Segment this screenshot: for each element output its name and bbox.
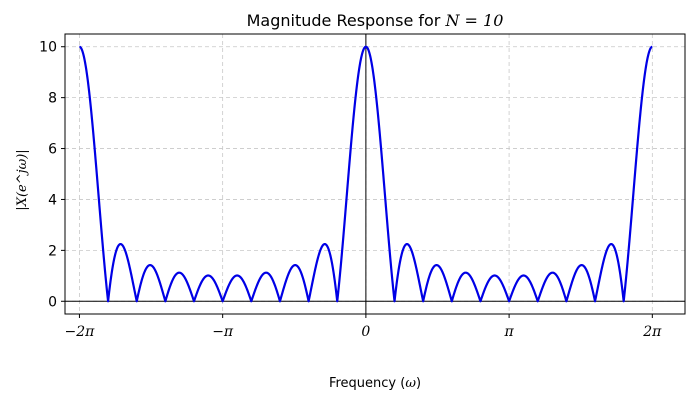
chart-title-text: Magnitude Response for <box>247 11 446 30</box>
chart-title: Magnitude Response for N = 10 <box>247 11 504 30</box>
plot-border <box>64 33 686 315</box>
series-magnitude-line <box>78 45 654 303</box>
plot-frame <box>65 34 685 314</box>
zero-axis-lines <box>65 34 685 314</box>
y-tick-label: 10 <box>39 40 57 56</box>
chart-title-math: N = 10 <box>444 11 503 30</box>
x-tick-label: 2π <box>642 324 662 340</box>
x-axis-label: Frequency (ω) <box>329 376 421 391</box>
y-axis-label: |X(e^jω)| <box>15 149 30 210</box>
x-axis-label-text: Frequency ( <box>329 376 405 391</box>
y-axis-ticks: 0 2 4 6 8 10 <box>39 40 65 310</box>
x-axis-label-math: ω <box>405 376 416 391</box>
x-tick-label: π <box>504 324 515 340</box>
plot-area <box>64 33 686 315</box>
y-tick-label: 2 <box>48 243 57 259</box>
x-tick-label: −π <box>212 324 234 340</box>
y-tick-label: 4 <box>48 192 57 208</box>
x-axis-ticks: −2π −π 0 π 2π <box>65 314 662 340</box>
x-tick-label: −2π <box>65 324 96 340</box>
x-tick-label: 0 <box>361 324 370 340</box>
x-axis-label-close: ) <box>416 376 421 391</box>
y-tick-label: 0 <box>48 294 57 310</box>
y-tick-label: 6 <box>48 142 57 158</box>
y-tick-label: 8 <box>48 91 57 107</box>
